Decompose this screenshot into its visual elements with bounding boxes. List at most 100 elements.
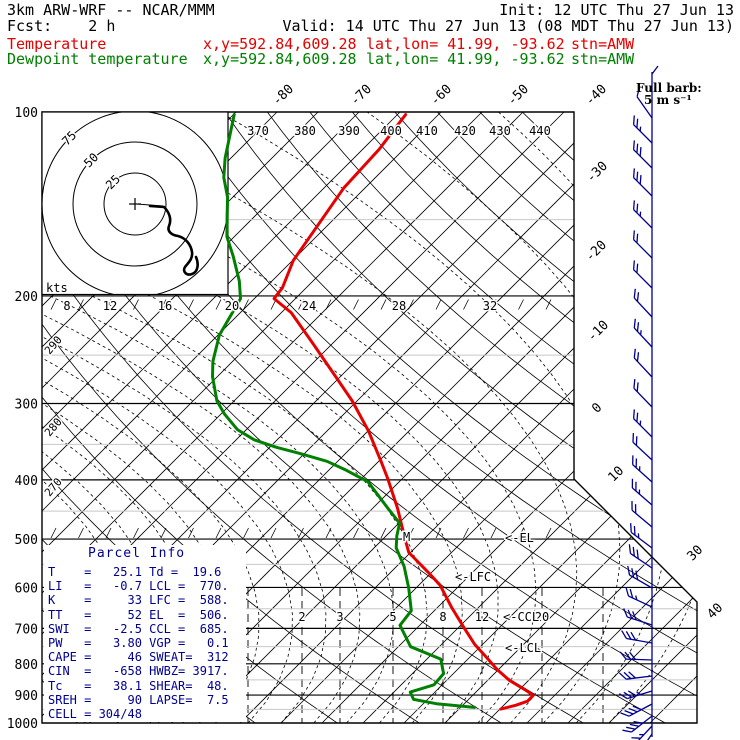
isotherm-label-right: -20 [583, 238, 610, 265]
wind-barb [618, 671, 653, 680]
pressure-axis-label: 200 [15, 290, 38, 305]
theta-label-left: 290 [42, 334, 65, 358]
temperature-latlon: lat,lon= 41.99, -93.62 [366, 35, 565, 53]
wind-barb [631, 478, 653, 506]
theta-label-top: 370 [247, 124, 269, 138]
wind-barb [632, 260, 653, 289]
temperature-curve [272, 113, 535, 711]
forecast-hour: Fcst: 2 h [7, 17, 116, 35]
moist-adiabat-label: 12 [103, 299, 117, 313]
wind-barb [625, 586, 653, 608]
isotherm-label-top: -60 [428, 82, 455, 109]
wind-barb [619, 690, 653, 700]
pressure-axis-label: 800 [15, 658, 38, 673]
parcel-info-panel [44, 545, 246, 722]
pressure-axis-label: 100 [15, 106, 38, 121]
mixing-ratio-label: 2 [298, 610, 305, 624]
wind-barb-column [618, 65, 659, 740]
theta-label-top: 400 [380, 124, 402, 138]
temperature-xy: x,y=592.84,609.28 [203, 35, 357, 53]
mixing-ratio-lines [247, 588, 604, 723]
moist-adiabat-label: 20 [225, 299, 239, 313]
pressure-axis-label: 300 [15, 398, 38, 413]
hodograph-trace [148, 204, 199, 276]
level-annotations: <-EL <-LFC <-CCL <-LCL M [402, 529, 543, 657]
mixing-ratio-label: 3 [336, 610, 343, 624]
wind-barb [627, 565, 653, 589]
wind-barb [632, 230, 653, 259]
isotherm-label-top: -70 [348, 82, 375, 109]
pressure-axis-label: 400 [15, 474, 38, 489]
theta-label-top: 440 [529, 124, 551, 138]
model-title: 3km ARW-WRF -- NCAR/MMM [7, 1, 215, 19]
wind-barb [632, 115, 653, 144]
pressure-axis-label: 500 [15, 533, 38, 548]
dewpoint-station: stn=AMW [571, 50, 635, 68]
moist-adiabat-label: 32 [483, 299, 497, 313]
wind-barb [632, 200, 653, 229]
moist-adiabat-label: 8 [63, 299, 70, 313]
wind-barb [630, 523, 653, 549]
isotherm-label-top: -80 [270, 82, 297, 109]
wind-barb [632, 409, 653, 438]
sounding-curves [211, 113, 535, 711]
wind-barb [632, 455, 653, 483]
pressure-axis-label: 600 [15, 581, 38, 596]
moist-adiabat-label: 28 [392, 299, 406, 313]
annotation-el: <-EL [505, 531, 534, 545]
moist-adiabat-label: 24 [302, 299, 316, 313]
wind-barb [633, 348, 653, 378]
pressure-axis-label: 1000 [7, 717, 38, 732]
valid-time: Valid: 14 UTC Thu 27 Jun 13 (08 MDT Thu … [282, 17, 734, 35]
isotherm-label-right: 30 [685, 543, 707, 565]
isotherm-label-top: -40 [583, 82, 610, 109]
wind-barb [623, 608, 653, 626]
annotation-lfc: <-LFC [455, 570, 491, 584]
wind-barb [620, 703, 653, 717]
annotation-m: M [403, 530, 410, 544]
moist-adiabat-label: 16 [158, 299, 172, 313]
barb-legend-unit: 5 m s⁻¹ [644, 93, 692, 107]
theta-label-top: 410 [416, 124, 438, 138]
wind-barb [631, 501, 653, 528]
wind-barb [632, 168, 653, 197]
parcel-info-title: Parcel Info [88, 546, 186, 561]
annotation-lcl: <-LCL [505, 641, 541, 655]
wind-barb [632, 140, 653, 169]
wind-barb [622, 715, 653, 733]
wind-barb [631, 725, 653, 740]
mixing-ratio-label: 20 [535, 610, 549, 624]
wind-barb [633, 318, 653, 348]
wind-barb [636, 87, 653, 119]
theta-label-top: 420 [454, 124, 476, 138]
theta-label-left: 280 [42, 416, 65, 440]
wind-barb [621, 630, 653, 644]
isotherm-label-top: -50 [505, 82, 532, 109]
mixing-ratio-label: 12 [475, 610, 489, 624]
wind-barb [647, 733, 653, 740]
dewpoint-label: Dewpoint temperature [7, 50, 188, 68]
isotherm-label-right: 10 [606, 464, 628, 486]
barb-legend-title: Full barb: [636, 81, 702, 95]
temperature-station: stn=AMW [571, 35, 635, 53]
wind-barb [632, 433, 653, 461]
annotation-ccl: <-CCL [503, 610, 539, 624]
parcel-info-table: T = 25.1 Td = 19.6 LI = -0.7 LCL = 770. … [48, 565, 229, 722]
theta-label-top: 430 [489, 124, 511, 138]
pressure-axis-label: 900 [15, 689, 38, 704]
theta-label-left: 270 [42, 476, 65, 500]
dewpoint-curve [211, 113, 476, 709]
theta-label-top: 390 [338, 124, 360, 138]
plot-border [41, 111, 698, 724]
wind-barb [633, 288, 653, 318]
hodograph-unit-label: kts [46, 281, 68, 295]
mixing-ratio-label: 5 [389, 610, 396, 624]
isotherm-label-right: -30 [584, 159, 611, 186]
isotherm-label-right: -10 [585, 318, 612, 345]
wind-barb [628, 544, 653, 569]
theta-label-top: 380 [294, 124, 316, 138]
dewpoint-xy: x,y=592.84,609.28 [203, 50, 357, 68]
